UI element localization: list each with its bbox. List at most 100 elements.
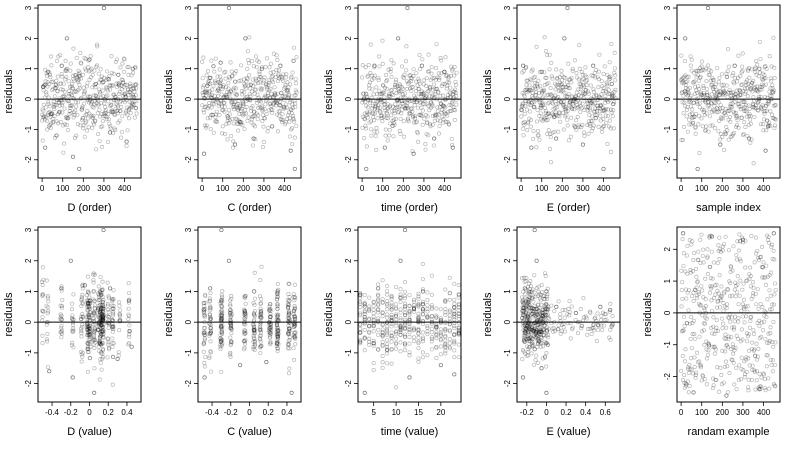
cloud-point (75, 100, 81, 105)
cloud-point (452, 117, 457, 122)
cloud-point (258, 74, 263, 79)
cloud-point (241, 113, 246, 118)
cloud-point (747, 325, 752, 330)
cloud-point (120, 114, 125, 119)
cloud-point (712, 126, 717, 131)
cloud-point (253, 76, 258, 81)
cloud-point (258, 339, 263, 344)
cloud-point (608, 301, 613, 306)
cloud-point (66, 93, 71, 99)
cloud-point (754, 302, 759, 307)
cloud-point (286, 291, 291, 297)
x-tick-label: 0.4 (281, 408, 293, 417)
cloud-point (732, 319, 737, 324)
data-point (292, 166, 297, 171)
cloud-point (99, 77, 104, 83)
cloud-point (69, 103, 74, 108)
y-tick-label: 3 (344, 227, 353, 232)
cloud-point (242, 111, 247, 116)
cloud-point (100, 88, 105, 93)
cloud-point (575, 115, 580, 120)
cloud-point (219, 78, 224, 83)
cloud-point (87, 100, 92, 105)
cloud-point (536, 78, 541, 83)
y-tick-label: 3 (184, 5, 193, 10)
x-axis-label: E (order) (547, 202, 590, 214)
cloud-point (264, 112, 269, 117)
cloud-point (127, 290, 132, 296)
cloud-point (81, 126, 86, 131)
cloud-point (288, 82, 293, 87)
cloud-point (237, 112, 242, 117)
cloud-point (100, 119, 105, 124)
cloud-point (216, 79, 221, 85)
cloud-point (725, 128, 730, 133)
cloud-point (240, 92, 245, 97)
cloud-point (223, 69, 228, 74)
cloud-point (45, 365, 50, 370)
cloud-point (764, 364, 769, 369)
cloud-point (367, 304, 372, 309)
cloud-point (51, 86, 56, 91)
cloud-point (689, 346, 694, 351)
cloud-point (50, 112, 55, 117)
y-tick-label: 2 (503, 36, 512, 41)
cloud-point (93, 118, 98, 123)
cloud-point (218, 84, 223, 89)
cloud-point (416, 346, 421, 351)
cloud-point (709, 309, 715, 314)
cloud-point (693, 266, 699, 272)
cloud-point (271, 98, 276, 103)
cloud-point (270, 108, 275, 113)
data-point (382, 145, 387, 150)
cloud-point (76, 72, 82, 77)
cloud-point (48, 104, 53, 109)
cloud-point (220, 85, 225, 90)
cloud-point (228, 60, 233, 65)
cloud-point (363, 65, 368, 70)
data-point (432, 136, 437, 141)
cloud-point (248, 94, 253, 99)
cloud-point (692, 336, 697, 341)
cloud-point (98, 91, 103, 96)
cloud-point (233, 86, 238, 91)
cloud-point (574, 71, 579, 76)
cloud-point (259, 106, 264, 111)
x-axis-label: time (order) (381, 202, 438, 214)
cloud-point (82, 134, 87, 139)
cloud-point (75, 112, 80, 117)
cloud-point (751, 331, 757, 337)
cloud-point (124, 109, 129, 114)
cloud-point (525, 128, 530, 133)
cloud-point (217, 112, 222, 118)
y-tick-label: -1 (663, 341, 672, 349)
cloud-point (394, 284, 399, 290)
cloud-point (733, 314, 738, 319)
cloud-point (769, 244, 774, 250)
cloud-point (223, 93, 228, 98)
cloud-point (415, 105, 421, 110)
cloud-point (761, 260, 766, 265)
cloud-point (66, 116, 71, 121)
cloud-point (90, 85, 95, 90)
x-axis-label: D (value) (67, 426, 112, 438)
data-point (376, 286, 381, 291)
cloud-point (261, 124, 266, 129)
cloud-point (223, 76, 228, 81)
cloud-point (216, 104, 221, 109)
cloud-point (762, 376, 767, 382)
cloud-point (70, 86, 76, 91)
cloud-point (41, 108, 46, 114)
cloud-point (769, 270, 774, 275)
cloud-point (129, 100, 134, 105)
cloud-point (95, 44, 100, 49)
cloud-point (385, 307, 390, 312)
cloud-point (374, 147, 379, 153)
cloud-point (68, 103, 73, 109)
cloud-point (685, 243, 690, 249)
x-tick-label: 200 (237, 184, 251, 193)
cloud-point (246, 115, 251, 120)
cloud-point (548, 160, 554, 165)
x-tick-label: 0.2 (103, 408, 115, 417)
x-tick-label: -0.2 (64, 408, 78, 417)
